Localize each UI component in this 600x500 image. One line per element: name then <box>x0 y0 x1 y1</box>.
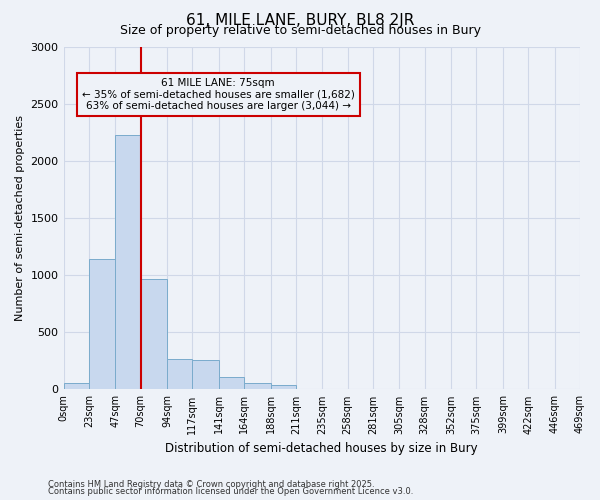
Bar <box>219 378 244 390</box>
Y-axis label: Number of semi-detached properties: Number of semi-detached properties <box>15 115 25 321</box>
Text: 61 MILE LANE: 75sqm
← 35% of semi-detached houses are smaller (1,682)
63% of sem: 61 MILE LANE: 75sqm ← 35% of semi-detach… <box>82 78 355 111</box>
Bar <box>244 383 271 390</box>
Bar <box>64 382 89 390</box>
Bar <box>140 278 167 390</box>
Bar <box>271 386 296 390</box>
X-axis label: Distribution of semi-detached houses by size in Bury: Distribution of semi-detached houses by … <box>166 442 478 455</box>
Bar <box>296 389 322 390</box>
Text: Contains public sector information licensed under the Open Government Licence v3: Contains public sector information licen… <box>48 487 413 496</box>
Bar <box>89 259 115 390</box>
Text: 61, MILE LANE, BURY, BL8 2JR: 61, MILE LANE, BURY, BL8 2JR <box>186 12 414 28</box>
Bar <box>115 134 140 390</box>
Text: Contains HM Land Registry data © Crown copyright and database right 2025.: Contains HM Land Registry data © Crown c… <box>48 480 374 489</box>
Text: Size of property relative to semi-detached houses in Bury: Size of property relative to semi-detach… <box>119 24 481 37</box>
Bar <box>167 358 193 390</box>
Bar <box>193 360 219 390</box>
